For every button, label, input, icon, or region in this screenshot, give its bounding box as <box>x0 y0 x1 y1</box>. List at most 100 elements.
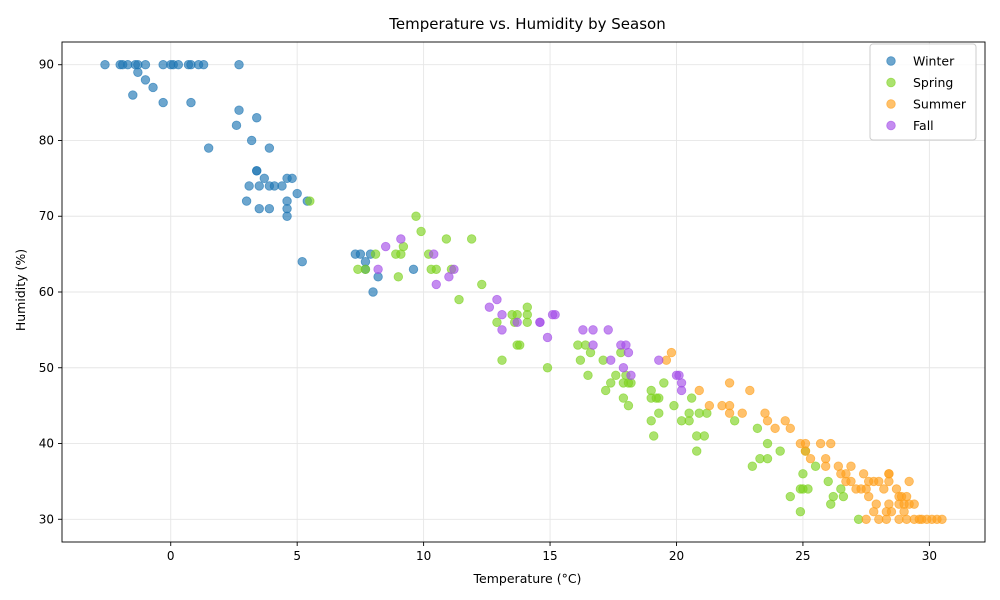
data-point-winter <box>234 105 244 115</box>
legend-marker-fall <box>886 120 896 131</box>
data-point-fall <box>550 310 560 320</box>
data-point-spring <box>654 393 664 403</box>
data-point-spring <box>416 226 426 237</box>
data-point-winter <box>133 67 143 78</box>
data-point-winter <box>297 256 307 267</box>
x-tick-label: 15 <box>542 549 557 563</box>
data-point-summer <box>800 446 811 456</box>
data-point-spring <box>795 506 806 517</box>
data-point-summer <box>780 416 790 426</box>
data-point-fall <box>484 302 495 312</box>
data-point-spring <box>396 249 406 259</box>
data-point-summer <box>785 423 795 434</box>
data-point-spring <box>454 294 464 305</box>
data-point-winter <box>203 143 214 153</box>
data-point-winter <box>148 82 158 93</box>
data-point-spring <box>838 491 849 502</box>
data-point-winter <box>198 60 209 70</box>
data-point-summer <box>861 514 871 524</box>
data-point-winter <box>158 97 168 108</box>
grid-lines <box>62 42 985 542</box>
data-points <box>100 60 947 524</box>
data-point-summer <box>879 484 889 494</box>
data-point-fall <box>497 325 507 335</box>
data-point-spring <box>411 211 421 221</box>
data-point-spring <box>360 264 371 274</box>
y-axis-ticks: 30 40 50 60 70 80 90 <box>39 58 62 526</box>
data-point-fall <box>578 325 588 335</box>
data-point-fall <box>626 370 636 381</box>
data-point-summer <box>884 476 894 487</box>
y-tick-label: 80 <box>39 133 54 147</box>
data-point-winter <box>140 75 151 85</box>
data-point-spring <box>729 416 740 426</box>
legend-label-fall: Fall <box>913 118 934 133</box>
data-point-summer <box>737 408 747 418</box>
data-point-summer <box>820 461 831 471</box>
data-point-spring <box>618 393 629 403</box>
data-point-spring <box>542 363 553 373</box>
data-point-spring <box>606 378 616 388</box>
legend-marker-summer <box>886 99 896 109</box>
x-axis-ticks: 0 5 10 15 20 25 30 <box>167 542 937 563</box>
data-point-winter <box>254 203 264 214</box>
data-point-summer <box>704 400 715 411</box>
data-point-winter <box>355 249 366 259</box>
data-point-spring <box>752 423 763 434</box>
data-point-winter <box>128 90 138 100</box>
data-point-summer <box>881 514 892 524</box>
data-point-summer <box>858 469 869 479</box>
data-point-winter <box>287 173 297 184</box>
data-point-spring <box>477 279 487 290</box>
data-point-winter <box>259 173 270 184</box>
data-point-fall <box>588 325 598 335</box>
legend-box <box>869 43 977 141</box>
x-tick-label: 20 <box>669 549 684 563</box>
data-point-winter <box>277 181 287 191</box>
data-point-spring <box>762 438 773 449</box>
data-point-fall <box>492 294 502 305</box>
data-point-summer <box>826 438 836 449</box>
legend-label-winter: Winter <box>913 54 955 69</box>
chart-title: Temperature vs. Humidity by Season <box>388 15 665 33</box>
data-point-spring <box>785 491 795 502</box>
data-point-summer <box>762 416 773 426</box>
data-point-fall <box>429 249 439 259</box>
data-point-winter <box>254 181 264 191</box>
data-point-winter <box>368 287 378 297</box>
x-tick-label: 5 <box>293 549 301 563</box>
data-point-winter <box>173 60 184 70</box>
x-tick-label: 30 <box>922 549 937 563</box>
data-point-spring <box>659 378 669 388</box>
data-point-summer <box>904 476 914 487</box>
data-point-summer <box>846 476 856 487</box>
data-point-winter <box>231 120 242 131</box>
data-point-summer <box>745 385 755 396</box>
data-point-summer <box>846 461 856 471</box>
legend-marker-winter <box>886 56 896 66</box>
data-point-fall <box>676 385 687 396</box>
data-point-spring <box>762 453 773 464</box>
data-point-summer <box>805 453 816 464</box>
data-point-summer <box>694 385 704 396</box>
data-point-spring <box>669 400 679 411</box>
data-point-spring <box>575 355 586 365</box>
y-tick-label: 60 <box>39 285 54 299</box>
data-point-spring <box>826 499 836 509</box>
data-point-winter <box>264 203 275 214</box>
data-point-winter <box>186 97 196 108</box>
data-point-winter <box>234 60 244 70</box>
data-point-spring <box>623 400 634 411</box>
data-point-fall <box>618 363 629 373</box>
data-point-winter <box>408 264 419 274</box>
data-point-spring <box>654 408 664 418</box>
data-point-spring <box>497 355 507 365</box>
data-point-spring <box>646 416 656 426</box>
data-point-fall <box>449 264 459 274</box>
data-point-spring <box>441 234 452 244</box>
data-point-spring <box>798 469 808 479</box>
data-point-fall <box>606 355 616 365</box>
data-point-winter <box>282 211 292 221</box>
data-point-summer <box>937 514 947 524</box>
